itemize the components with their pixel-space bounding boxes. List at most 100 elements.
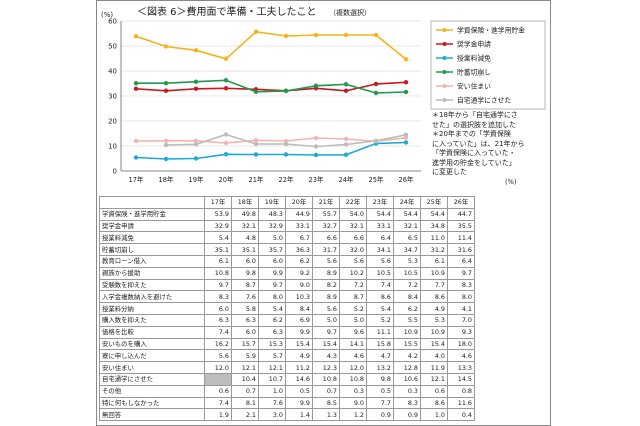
data-point bbox=[163, 81, 169, 86]
row-label: 寮に申し込んだ bbox=[99, 349, 205, 363]
row-label: 学資保険・進学用貯金 bbox=[99, 207, 205, 221]
line-chart: ＜図表 6＞費用面で準備・工夫したこと （複数選択） (%) 0 10 20 30 40 50 6… bbox=[101, 5, 546, 186]
row-label: 安い住まい bbox=[99, 361, 205, 374]
table-cell: 8.9 bbox=[312, 290, 340, 304]
table-cell: 5.2 bbox=[339, 302, 367, 315]
table-row: 購入数を抑えた 6.3 6.3 6.2 6.9 5.0 5.0 5.2 5.5 5.3 7.0 bbox=[99, 313, 475, 327]
table-cell: 4.6 bbox=[339, 349, 367, 363]
table-cell: 6.9 bbox=[285, 313, 313, 327]
table-cell: 12.3 bbox=[312, 361, 340, 374]
table-cell: 5.4 bbox=[258, 302, 286, 315]
row-label: 奨学金申請 bbox=[99, 219, 205, 233]
data-point bbox=[223, 78, 229, 83]
data-point bbox=[133, 138, 139, 144]
legend-label: 安い住まい bbox=[457, 82, 491, 91]
table-cell: 10.8 bbox=[339, 372, 367, 386]
series-line-0 bbox=[135, 30, 407, 60]
data-point bbox=[403, 89, 409, 95]
table-year-header: 22年 bbox=[339, 196, 367, 209]
table-cell: 49.8 bbox=[231, 207, 259, 221]
table-row: 授業料減免 5.4 4.8 5.0 6.7 6.6 6.6 6.4 6.5 11.0 11.4 bbox=[99, 231, 475, 245]
y-tick-label: 10 bbox=[108, 143, 117, 151]
data-point bbox=[193, 142, 199, 147]
table-cell: 10.5 bbox=[366, 266, 394, 280]
row-label: 教育ローン借入 bbox=[99, 254, 205, 268]
table-cell: 12.1 bbox=[258, 361, 286, 374]
data-point bbox=[133, 155, 139, 160]
table-header-row: 17年 18年 19年 20年 21年 22年 23年 24年 25年 26年 bbox=[99, 196, 475, 209]
table-cell: 6.6 bbox=[339, 231, 367, 245]
table-row: 価格を比較 7.4 6.0 6.3 9.9 9.7 9.6 11.1 10.9 10.9 9.3 bbox=[99, 325, 475, 339]
table-cell: 11.6 bbox=[447, 396, 475, 410]
table-cell: 11.1 bbox=[366, 325, 394, 339]
legend-marker bbox=[442, 98, 447, 102]
table-row: 入学金複数納入を避けた 8.3 7.6 8.0 10.3 8.9 8.7 8.6 8.4 8.6 8… bbox=[99, 290, 475, 304]
table-cell: 6.2 bbox=[285, 254, 313, 268]
table-cell: 35.7 bbox=[258, 243, 286, 256]
table-cell: 5.4 bbox=[366, 302, 394, 315]
table-corner bbox=[99, 196, 205, 209]
table-cell: 9.7 bbox=[312, 325, 340, 339]
table-row: 貯蓄切崩し 35.1 35.1 35.7 36.3 31.7 32.0 34.1 34.7 31.… bbox=[99, 243, 475, 256]
table-cell: 6.2 bbox=[258, 313, 286, 327]
table-cell: 1.3 bbox=[312, 408, 340, 422]
figure-panel: ＜図表 6＞費用面で準備・工夫したこと （複数選択） (%) 0 10 20 30 40 50 6… bbox=[96, 0, 551, 426]
table-cell: 0.7 bbox=[312, 384, 340, 398]
table-cell: 4.9 bbox=[285, 349, 313, 363]
table-year-header: 19年 bbox=[258, 196, 286, 209]
table-cell: 2.1 bbox=[231, 408, 259, 422]
table-cell: 14.6 bbox=[285, 372, 313, 386]
table-cell: 5.6 bbox=[204, 349, 232, 363]
legend-label: 授業料減免 bbox=[457, 54, 491, 63]
chart-notes: ＊18年から「自宅通学にさ せた」の選択肢を追加した ＊20年までの「学資保険 に入っ… bbox=[432, 111, 547, 178]
table-cell: 13.3 bbox=[447, 361, 475, 374]
data-point bbox=[313, 135, 319, 141]
table-cell: 8.0 bbox=[258, 290, 286, 304]
data-point bbox=[253, 138, 259, 143]
row-label: 貯蓄切崩し bbox=[99, 243, 205, 256]
table-cell: 8.6 bbox=[420, 396, 448, 410]
y-tick-label: 30 bbox=[108, 93, 117, 101]
note-line: 進学用の貯金をしていた」 bbox=[432, 158, 516, 167]
table-cell: 12.8 bbox=[393, 361, 421, 374]
table-year-header: 24年 bbox=[393, 196, 421, 209]
note-line: ＊20年までの「学資保険 bbox=[432, 130, 511, 138]
table-cell: 9.0 bbox=[339, 396, 367, 410]
table-cell: 10.9 bbox=[393, 325, 421, 339]
table-cell: 3.0 bbox=[258, 408, 286, 422]
x-tick-label: 19年 bbox=[189, 175, 204, 184]
table-cell: 8.0 bbox=[447, 290, 475, 304]
table-row: 奨学金申請 32.9 32.1 32.9 33.1 32.7 32.1 33.1 32.1 34.… bbox=[99, 219, 475, 233]
table-cell: 7.4 bbox=[204, 396, 232, 410]
table-cell: 10.4 bbox=[231, 372, 259, 386]
table-cell: 9.6 bbox=[339, 325, 367, 339]
series-line-3 bbox=[136, 79, 407, 94]
table-cell: 14.5 bbox=[447, 372, 475, 386]
table-cell: 9.7 bbox=[447, 266, 475, 280]
table-cell: 54.4 bbox=[420, 207, 448, 221]
data-point bbox=[163, 88, 169, 93]
table-cell: 1.2 bbox=[339, 408, 367, 422]
table-cell: 33.1 bbox=[285, 219, 313, 233]
table-row: 安い住まい 12.0 12.1 12.1 11.2 12.3 12.0 13.2 12.8 11.… bbox=[99, 361, 475, 374]
table-cell: 10.8 bbox=[312, 372, 340, 386]
data-point bbox=[193, 79, 199, 84]
table-cell: 11.2 bbox=[285, 361, 313, 374]
table-cell: 5.6 bbox=[339, 254, 367, 268]
series-line-1 bbox=[135, 81, 407, 92]
table-cell: 5.0 bbox=[258, 231, 286, 245]
table-cell: 10.9 bbox=[420, 325, 448, 339]
data-point bbox=[223, 132, 229, 137]
data-point bbox=[343, 82, 349, 87]
table-cell: 10.5 bbox=[393, 266, 421, 280]
table-cell: 1.9 bbox=[204, 408, 232, 422]
table-cell: 9.3 bbox=[447, 325, 475, 339]
table-cell: 10.3 bbox=[285, 290, 313, 304]
table-cell: 33.1 bbox=[366, 219, 394, 233]
row-label: その他 bbox=[99, 384, 205, 398]
data-point bbox=[223, 86, 229, 91]
table-cell: 7.7 bbox=[366, 396, 394, 410]
table-year-header: 26年 bbox=[447, 196, 475, 209]
x-tick-label: 22年 bbox=[279, 175, 294, 184]
table-cell: 6.1 bbox=[204, 254, 232, 268]
